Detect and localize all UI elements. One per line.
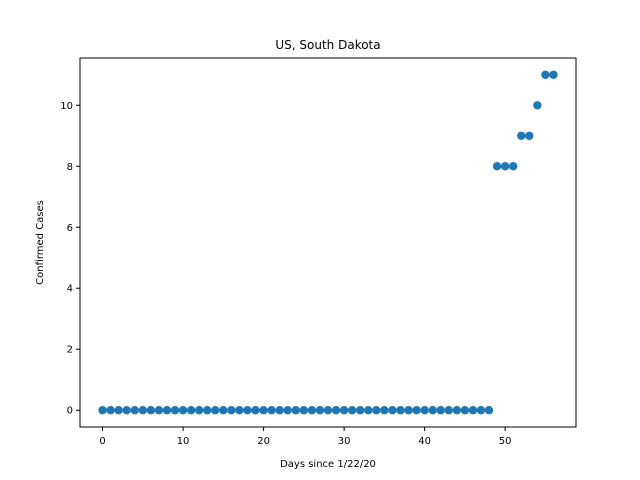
data-point: [98, 406, 107, 415]
data-point: [356, 406, 365, 415]
x-tick-label: 30: [338, 436, 351, 447]
x-tick-label: 10: [177, 436, 190, 447]
data-point: [114, 406, 123, 415]
data-point: [468, 406, 478, 415]
data-point: [541, 70, 550, 79]
data-point: [444, 406, 453, 415]
data-point: [436, 406, 445, 415]
x-tick-label: 40: [418, 436, 431, 447]
y-axis-ticks: 0 2 4 6 8 10: [60, 101, 80, 417]
data-point: [315, 406, 325, 415]
data-point: [549, 70, 558, 79]
data-point: [138, 406, 148, 415]
data-point: [323, 406, 333, 415]
data-point: [219, 406, 228, 415]
data-point: [186, 406, 196, 415]
x-tick-label: 0: [99, 436, 105, 447]
y-tick-label: 4: [67, 284, 73, 295]
y-tick-label: 6: [67, 223, 73, 234]
x-axis-ticks: 0 10 20 30 40 50: [99, 427, 512, 447]
data-point: [243, 406, 252, 415]
x-tick-label: 20: [257, 436, 270, 447]
data-point: [420, 406, 429, 415]
data-point: [500, 162, 510, 171]
y-tick-label: 8: [67, 162, 73, 173]
data-point: [283, 406, 292, 415]
data-point: [106, 406, 115, 415]
data-point: [476, 406, 486, 415]
data-point: [154, 406, 164, 415]
data-point: [492, 162, 502, 171]
chart-title: US, South Dakota: [275, 38, 380, 52]
data-points: [98, 70, 558, 415]
data-point: [396, 406, 405, 415]
data-point: [227, 406, 236, 415]
y-axis-label: Confirmed Cases: [35, 200, 46, 285]
data-point: [162, 406, 172, 415]
data-point: [533, 101, 542, 110]
data-point: [364, 406, 373, 415]
data-point: [339, 406, 349, 415]
data-point: [267, 406, 276, 415]
data-point: [372, 406, 381, 415]
data-point: [460, 406, 470, 415]
data-point: [299, 406, 309, 415]
data-point: [508, 162, 518, 171]
data-point: [347, 406, 357, 415]
data-point: [517, 131, 526, 140]
data-point: [380, 406, 389, 415]
data-point: [130, 406, 139, 415]
data-point: [251, 406, 260, 415]
data-point: [194, 406, 204, 415]
data-point: [291, 406, 300, 415]
data-point: [412, 406, 421, 415]
data-point: [211, 406, 220, 415]
y-tick-label: 10: [60, 101, 73, 112]
data-point: [404, 406, 413, 415]
y-tick-label: 2: [67, 345, 73, 356]
data-point: [203, 406, 212, 415]
data-point: [122, 406, 131, 415]
data-point: [452, 406, 462, 415]
plot-frame: [79, 57, 577, 428]
data-point: [170, 406, 180, 415]
data-point: [235, 406, 244, 415]
data-point: [178, 406, 188, 415]
x-axis-label: Days since 1/22/20: [280, 459, 376, 470]
data-point: [428, 406, 437, 415]
data-point: [525, 131, 534, 140]
data-point: [259, 406, 268, 415]
data-point: [331, 406, 341, 415]
y-tick-label: 0: [67, 406, 73, 417]
data-point: [388, 406, 397, 415]
data-point: [275, 406, 284, 415]
data-point: [146, 406, 156, 415]
data-point: [484, 406, 494, 415]
data-point: [307, 406, 317, 415]
x-tick-label: 50: [499, 436, 512, 447]
